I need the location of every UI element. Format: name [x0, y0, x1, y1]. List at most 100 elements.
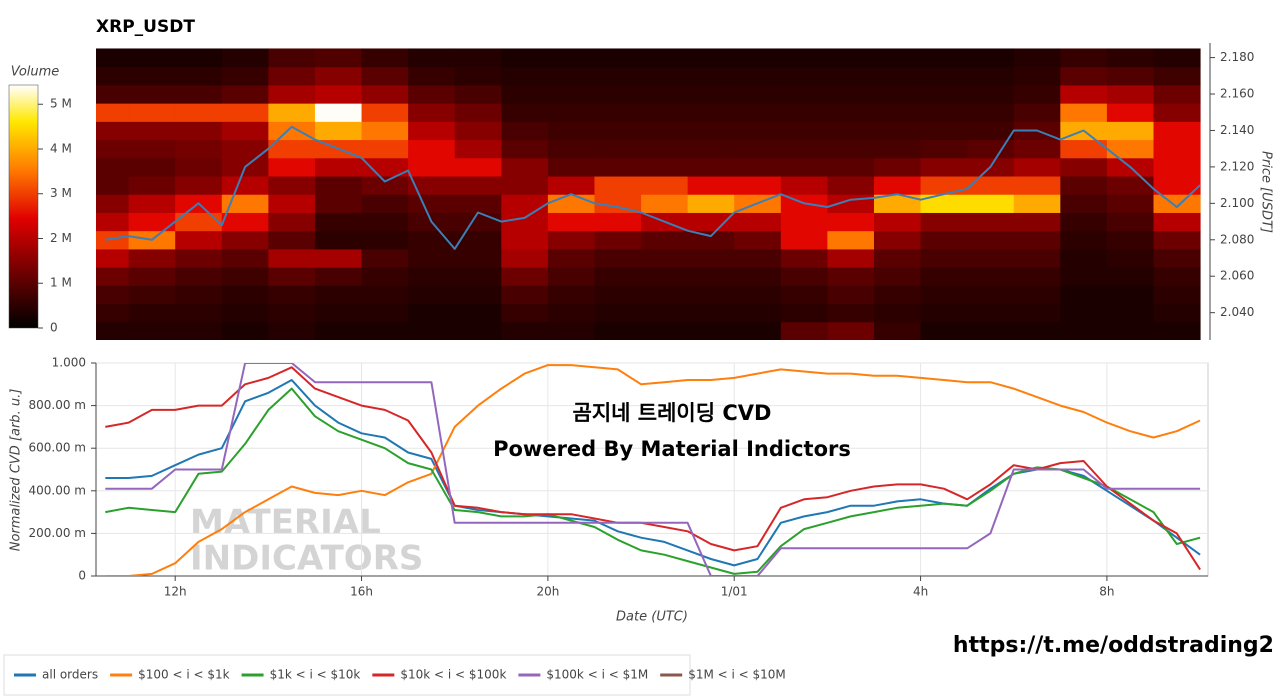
heatmap-cell: [827, 121, 875, 141]
heatmap-cell: [175, 121, 223, 141]
heatmap-cell: [128, 84, 176, 104]
heatmap-cell: [734, 103, 782, 122]
heatmap-cell: [873, 303, 922, 323]
heatmap-cell: [594, 84, 642, 104]
heatmap-cell: [967, 194, 1015, 213]
colorbar-tick-label: 4 M: [50, 141, 72, 155]
heatmap-cell: [454, 321, 502, 340]
heatmap-cell: [1060, 194, 1108, 213]
colorbar-tick-label: 5 M: [50, 97, 72, 111]
heatmap-cell: [1153, 194, 1201, 213]
heatmap-cell: [268, 248, 316, 268]
heatmap-cell: [96, 321, 130, 340]
heatmap-cell: [361, 66, 409, 86]
heatmap-cell: [1153, 230, 1201, 250]
heatmap-cell: [967, 48, 1015, 68]
heatmap-cell: [408, 285, 456, 305]
heatmap-cell: [1013, 176, 1061, 195]
heatmap-cell: [1013, 139, 1061, 159]
heatmap-cell: [873, 121, 922, 141]
heatmap-cell: [221, 194, 269, 213]
heatmap-cell: [501, 230, 549, 250]
heatmap-cell: [827, 267, 875, 286]
heatmap-cell: [547, 103, 595, 122]
heatmap-cell: [1153, 212, 1201, 232]
heatmap-cell: [780, 66, 828, 86]
series-line: [105, 364, 1201, 576]
y-axis-title: Normalized CVD [arb. u.]: [9, 389, 24, 552]
heatmap-cell: [408, 121, 456, 141]
heatmap-cell: [314, 194, 363, 213]
heatmap-cell: [501, 66, 549, 86]
heatmap-cell: [1060, 139, 1108, 159]
heatmap-cell: [175, 157, 223, 177]
heatmap-cell: [175, 139, 223, 159]
heatmap-cell: [780, 84, 828, 104]
heatmap-cell: [1153, 176, 1201, 195]
colorbar: [8, 84, 39, 329]
heatmap-cell: [1060, 103, 1108, 122]
heatmap-cell: [920, 267, 968, 286]
heatmap-cell: [827, 248, 875, 268]
heatmap-cell: [920, 285, 968, 305]
heatmap-cell: [547, 248, 595, 268]
heatmap-cell: [408, 176, 456, 195]
heatmap-cell: [128, 66, 176, 86]
heatmap-cell: [687, 121, 735, 141]
heatmap-cell: [967, 84, 1015, 104]
heatmap-cell: [314, 248, 363, 268]
heatmap-cell: [96, 248, 130, 268]
heatmap-cell: [1106, 285, 1154, 305]
heatmap-cell: [734, 157, 782, 177]
watermark-text: MATERIAL: [190, 503, 381, 543]
heatmap-cell: [454, 230, 502, 250]
heatmap-cell: [175, 66, 223, 86]
heatmap-cell: [920, 321, 968, 340]
heatmap-cell: [454, 66, 502, 86]
heatmap-cell: [454, 176, 502, 195]
heatmap-cell: [501, 212, 549, 232]
heatmap-cell: [594, 230, 642, 250]
heatmap-cell: [1153, 66, 1201, 86]
heatmap-cell: [1153, 321, 1201, 340]
legend-label: all orders: [42, 668, 98, 682]
heatmap-cell: [1153, 285, 1201, 305]
heatmap-cell: [1060, 84, 1108, 104]
heatmap-cell: [1106, 176, 1154, 195]
y2-tick-label: 2.160: [1220, 87, 1254, 101]
heatmap-cell: [547, 121, 595, 141]
heatmap-cell: [967, 230, 1015, 250]
heatmap-cell: [454, 139, 502, 159]
heatmap-cell: [454, 267, 502, 286]
heatmap-cell: [501, 84, 549, 104]
heatmap-cell: [454, 303, 502, 323]
heatmap-cell: [547, 139, 595, 159]
heatmap-cell: [96, 285, 130, 305]
heatmap-cell: [128, 48, 176, 68]
heatmap-cell: [780, 267, 828, 286]
heatmap-cell: [361, 157, 409, 177]
heatmap-cell: [734, 303, 782, 323]
heatmap-cell: [128, 103, 176, 122]
heatmap-cell: [873, 48, 922, 68]
heatmap-cell: [221, 248, 269, 268]
heatmap-cell: [780, 303, 828, 323]
heatmap-cell: [221, 267, 269, 286]
watermark-text: INDICATORS: [190, 539, 423, 579]
heatmap-cell: [594, 103, 642, 122]
y2-tick-label: 2.080: [1220, 232, 1254, 246]
heatmap-cell: [175, 321, 223, 340]
heatmap-cell: [547, 157, 595, 177]
heatmap-cell: [1060, 303, 1108, 323]
heatmap-cell: [1013, 48, 1061, 68]
heatmap-cell: [547, 194, 595, 213]
heatmap-cell: [827, 84, 875, 104]
heatmap-cell: [408, 248, 456, 268]
heatmap-cell: [967, 248, 1015, 268]
heatmap-cell: [408, 103, 456, 122]
heatmap-cell: [1153, 48, 1201, 68]
heatmap-cell: [780, 248, 828, 268]
annotation: Powered By Material Indictors: [493, 437, 851, 461]
heatmap-cell: [454, 248, 502, 268]
heatmap-cell: [96, 121, 130, 141]
